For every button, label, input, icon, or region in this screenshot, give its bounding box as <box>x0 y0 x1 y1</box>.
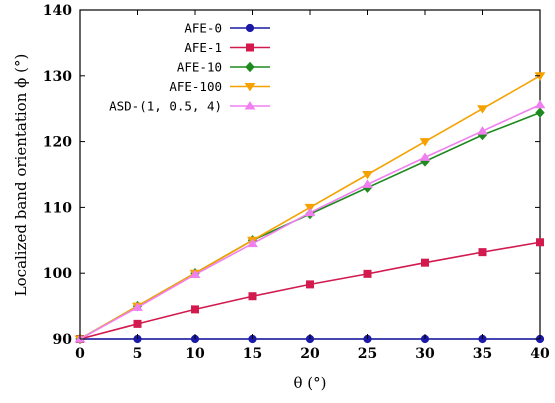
data-point <box>132 302 143 311</box>
legend-swatch-marker <box>244 83 256 92</box>
plot-frame-layer <box>79 9 541 340</box>
legend-label: ASD-(1, 0.5, 4) <box>109 99 222 114</box>
legend-item: AFE-100 <box>169 79 270 94</box>
data-point <box>421 258 429 267</box>
data-point <box>191 305 199 314</box>
data-point <box>248 292 257 301</box>
legend-item: ASD-(1, 0.5, 4) <box>109 99 270 114</box>
data-point <box>362 171 373 180</box>
series-layer <box>74 72 546 345</box>
x-axis-title: θ (°) <box>293 374 326 392</box>
data-point <box>536 238 544 247</box>
legend-item: AFE-10 <box>177 60 270 75</box>
y-tick-label: 110 <box>43 200 72 216</box>
data-point <box>189 269 201 279</box>
x-tick-label: 0 <box>75 346 85 362</box>
data-point <box>535 107 545 118</box>
data-point <box>419 152 431 161</box>
series-4 <box>74 99 546 343</box>
legend-label: AFE-1 <box>184 40 222 55</box>
plot-frame <box>79 9 541 340</box>
x-tick-label: 10 <box>185 346 205 362</box>
data-point <box>534 99 546 109</box>
x-tick-label: 20 <box>300 346 320 362</box>
x-tick-label: 15 <box>243 346 262 362</box>
legend-item: AFE-1 <box>184 40 270 55</box>
series-line <box>79 111 541 340</box>
x-tick-label: 40 <box>530 346 550 362</box>
series-2 <box>75 107 545 345</box>
data-point <box>363 269 372 278</box>
x-tick-label: 5 <box>133 346 143 362</box>
x-tick-label: 25 <box>358 346 377 362</box>
data-point <box>247 238 258 248</box>
legend-label: AFE-0 <box>184 21 222 36</box>
y-axis-title: Localized band orientation ϕ (°) <box>12 54 30 297</box>
legend-swatch-marker <box>245 23 255 33</box>
y-tick-label: 100 <box>43 266 72 282</box>
y-tick-label: 90 <box>53 332 73 348</box>
y-tick-label: 140 <box>43 3 72 19</box>
legend-swatch-marker <box>245 61 255 73</box>
series-line <box>79 241 541 340</box>
data-point <box>478 248 487 257</box>
legend-label: AFE-100 <box>169 79 222 94</box>
legend-swatch-marker <box>246 43 254 52</box>
data-point <box>419 138 431 147</box>
data-point <box>362 179 373 188</box>
data-point <box>306 280 314 289</box>
data-point <box>133 319 142 328</box>
x-tick-label: 30 <box>415 346 435 362</box>
tick-layer: 0 5 10 15 20 25 30 35 40 90 100 110 120 130 140 <box>43 3 550 362</box>
y-tick-label: 130 <box>43 69 72 85</box>
data-point <box>304 207 316 217</box>
legend-item: AFE-0 <box>184 21 270 36</box>
data-point <box>477 105 488 114</box>
series-1 <box>76 238 544 343</box>
legend-label: AFE-10 <box>177 60 222 75</box>
legend-swatch-marker <box>244 101 256 110</box>
data-point <box>477 126 488 135</box>
y-tick-label: 120 <box>43 135 72 151</box>
legend: AFE-0 AFE-1 AFE-10 AFE-100 ASD-(1, 0.5, 4) <box>109 21 270 114</box>
x-tick-label: 35 <box>473 346 492 362</box>
